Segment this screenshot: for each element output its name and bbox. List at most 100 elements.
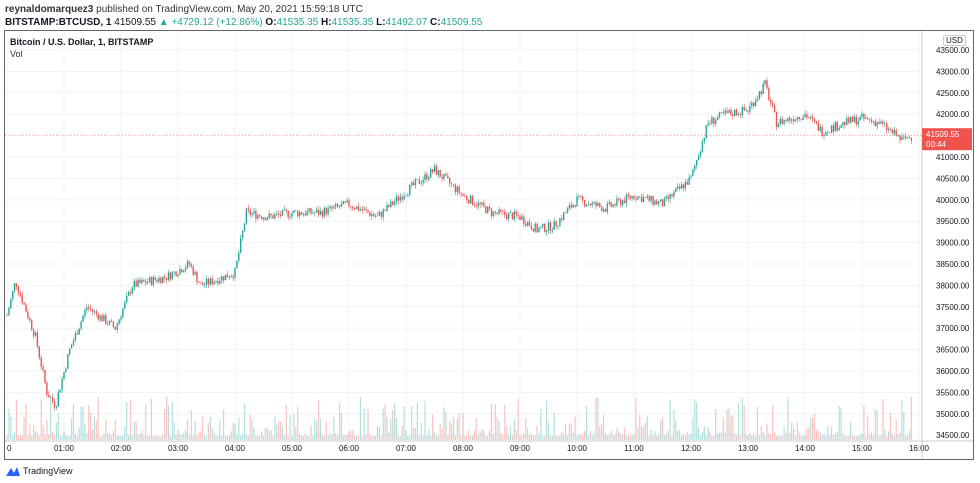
volume-bar <box>623 428 626 440</box>
volume-bar <box>179 434 181 440</box>
candle-body <box>57 392 59 407</box>
candle-body <box>517 214 519 217</box>
volume-bar <box>768 432 770 440</box>
candle-body <box>511 212 514 220</box>
candle-body <box>222 276 225 281</box>
candle-body <box>612 204 614 207</box>
volume-bar <box>183 433 185 440</box>
candle-body <box>300 212 303 215</box>
volume-bar <box>466 435 468 440</box>
change: +4729.12 (+12.86%) <box>171 17 263 28</box>
volume-bar <box>528 435 531 440</box>
candle-body <box>526 221 529 226</box>
y-tick-label: 43500.00 <box>936 46 970 55</box>
candle-body <box>405 195 407 196</box>
volume-bar <box>166 396 168 440</box>
candle-body <box>787 117 789 121</box>
volume-bar <box>509 425 512 440</box>
volume-bar <box>445 410 447 440</box>
candle-body <box>684 182 686 189</box>
volume-bar <box>262 435 265 440</box>
candle-body <box>587 204 590 205</box>
candle-body <box>420 182 422 184</box>
volume-bar <box>694 399 696 440</box>
volume-bar <box>386 416 388 440</box>
volume-bar <box>114 419 116 440</box>
volume-bar <box>783 426 785 440</box>
volume-bar <box>6 435 8 440</box>
candle-body <box>502 211 504 212</box>
volume-bar <box>901 400 903 440</box>
volume-bar <box>380 435 382 440</box>
volume-bar <box>682 433 684 440</box>
volume-bar <box>304 433 306 440</box>
candle-body <box>422 179 424 183</box>
volume-bar <box>348 431 350 440</box>
y-tick-label: 39000.00 <box>936 239 970 248</box>
candle-body <box>753 102 755 107</box>
volume-bar <box>23 417 25 440</box>
high: 41535.35 <box>331 17 374 28</box>
candle-body <box>426 174 428 180</box>
candle-body <box>414 179 417 186</box>
volume-bar <box>610 430 612 440</box>
volume-bar <box>806 428 808 440</box>
volume-bar <box>629 435 631 440</box>
candle-body <box>72 340 75 346</box>
candle-body <box>640 196 643 202</box>
volume-bar <box>14 431 16 440</box>
candle-body <box>848 117 850 123</box>
candle-body <box>772 103 774 106</box>
volume-bar <box>796 422 798 440</box>
candle-body <box>749 105 751 112</box>
candle-body <box>236 260 238 269</box>
volume-bar <box>223 409 225 440</box>
volume-bar <box>299 434 301 440</box>
candle-body <box>540 226 542 229</box>
volume-bar <box>462 413 464 440</box>
volume-bar <box>812 417 814 440</box>
volume-bar <box>152 435 154 440</box>
candle-body <box>371 214 373 217</box>
candle-body <box>903 136 905 137</box>
candle-body <box>19 292 21 296</box>
volume-bar <box>80 406 82 440</box>
candle-body <box>796 116 799 120</box>
candle-body <box>849 116 852 123</box>
volume-bar <box>489 430 491 440</box>
volume-bar <box>456 418 458 440</box>
volume-bar <box>148 435 151 440</box>
volume-bar <box>33 425 35 440</box>
candle-body <box>325 208 327 215</box>
author[interactable]: reynaldomarquez3 <box>5 4 94 15</box>
candle-body <box>276 213 278 215</box>
candle-body <box>93 311 96 312</box>
candle-body <box>574 204 576 207</box>
volume-bar <box>71 418 73 440</box>
candle-body <box>473 204 476 206</box>
volume-bar <box>321 434 323 440</box>
candle-body <box>525 223 527 226</box>
tradingview-logo[interactable]: TradingView <box>5 465 73 477</box>
volume-bar <box>903 412 905 440</box>
candle-body <box>899 135 901 140</box>
y-tick-label: 35500.00 <box>936 388 970 397</box>
candle-body <box>23 302 25 305</box>
volume-bar <box>451 424 453 440</box>
volume-bar <box>603 415 605 440</box>
candle-body <box>580 195 582 197</box>
volume-bar <box>329 433 331 440</box>
volume-bar <box>200 431 202 440</box>
volume-bar <box>42 425 44 440</box>
volume-bar <box>420 422 422 440</box>
candle-body <box>224 274 227 281</box>
x-tick-label: 09:00 <box>510 444 531 453</box>
candle-body <box>483 202 485 207</box>
candle-body <box>184 267 187 271</box>
currency-button[interactable]: USD <box>943 35 966 46</box>
candle-body <box>724 110 726 114</box>
candle-body <box>295 210 297 212</box>
volume-bar <box>872 435 874 440</box>
candle-body <box>61 378 63 390</box>
